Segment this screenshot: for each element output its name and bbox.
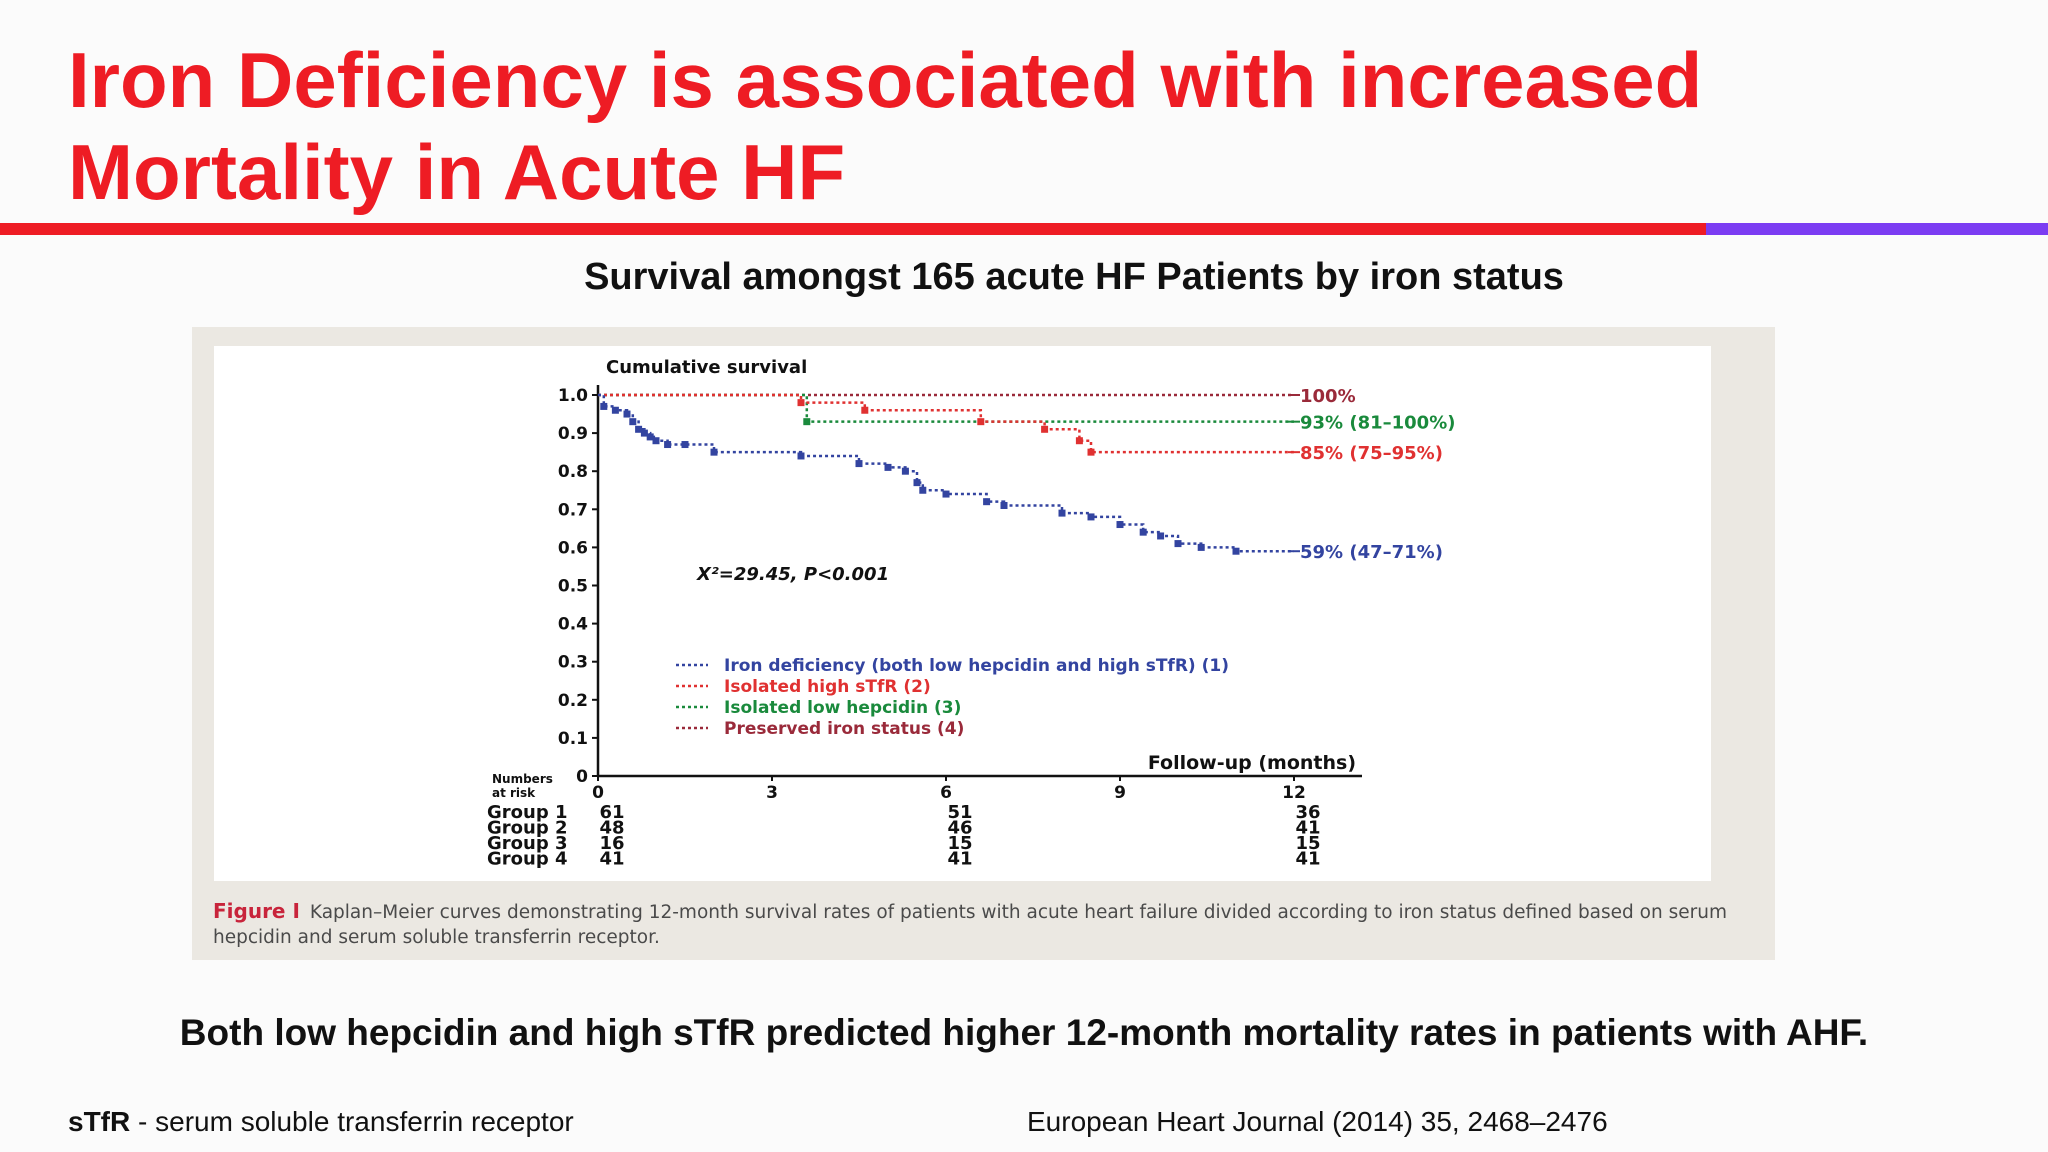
slide-title-line-1: Iron Deficiency is associated with incre… [68,36,1703,124]
series-2-event-mark [861,406,869,414]
legend-label-3: Isolated low hepcidin (3) [724,698,961,718]
series-2-event-mark [1075,437,1083,445]
series-1-event-mark [681,441,689,449]
series-1-event-mark [1116,521,1124,529]
series-1-event-mark [635,425,643,433]
risk-table-header: at risk [492,786,536,800]
series-2-event-mark [977,418,985,426]
chart-subtitle: Survival amongst 165 acute HF Patients b… [584,256,1564,298]
footnote-definition: - serum soluble transferrin receptor [130,1106,574,1137]
y-tick-label: 0.2 [558,691,588,711]
risk-table-value: 41 [1295,818,1320,839]
y-tick-label: 1.0 [558,386,588,406]
legend-label-2: Isolated high sTfR (2) [724,677,931,697]
series-1-event-mark [710,448,718,456]
y-tick-label: 0.5 [558,577,588,597]
series-1-event-mark [652,437,660,445]
series-line-3 [598,393,1294,423]
x-axis-title: Follow-up (months) [1148,752,1356,774]
risk-table-group-label: Group 2 [487,818,568,839]
risk-table-value: 36 [1295,802,1320,823]
risk-table-value: 48 [599,818,624,839]
y-tick-label: 0.8 [558,462,588,482]
series-1-event-mark [623,410,631,418]
series-1-event-mark [983,498,991,506]
title-divider-red [0,223,1706,235]
risk-table-header: Numbers [492,772,553,786]
figure-label: Figure I [213,899,300,923]
figure-caption: Figure I Kaplan–Meier curves demonstratin… [213,899,1758,950]
series-1-event-mark [855,460,863,468]
y-tick-label: 0.3 [558,653,588,673]
series-1-event-mark [919,486,927,494]
risk-table-value: 15 [947,833,972,854]
series-1-event-mark [646,433,654,441]
conclusion-text: Both low hepcidin and high sTfR predicte… [179,1012,1869,1053]
series-1-event-mark [1087,513,1095,521]
series-1-event-mark [600,402,608,410]
y-tick-label: 0.6 [558,538,588,558]
series-1-event-mark [640,429,648,437]
risk-table-value: 46 [947,818,972,839]
risk-table-value: 16 [599,833,624,854]
x-tick-label: 9 [1114,783,1126,803]
y-tick-label: 0.1 [558,729,588,749]
figure-caption-text: Kaplan–Meier curves demonstrating 12-mon… [213,902,1727,948]
series-1-event-mark [1232,547,1240,555]
series-1-event-mark [1197,543,1205,551]
journal-reference: European Heart Journal (2014) 35, 2468–2… [1027,1106,1608,1137]
slide-title-line-2: Mortality in Acute HF [68,128,846,216]
series-2-event-mark [1041,425,1049,433]
series-1-event-mark [1000,501,1008,509]
stats-annotation: X²=29.45, P<0.001 [696,564,889,585]
y-tick-label: 0 [576,767,588,787]
y-tick-label: 0.4 [558,615,588,635]
x-tick-label: 3 [766,783,778,803]
risk-table-group-label: Group 1 [487,802,568,823]
risk-table-group-label: Group 4 [487,849,568,870]
series-2-event-mark [1087,448,1095,456]
series-1-event-mark [913,479,921,487]
series-2-event-mark [797,399,805,407]
risk-table-group-label: Group 3 [487,833,568,854]
risk-table-value: 15 [1295,833,1320,854]
legend-label-4: Preserved iron status (4) [724,719,964,739]
series-1-event-mark [1157,532,1165,540]
series-3-end-label: 93% (81–100%) [1300,413,1455,434]
risk-table-value: 41 [1295,849,1320,870]
risk-table-value: 41 [947,849,972,870]
series-1-event-mark [1174,540,1182,548]
series-line-2 [598,393,1294,454]
y-axis-title: Cumulative survival [606,357,807,378]
series-1-end-label: 59% (47–71%) [1300,542,1443,563]
series-1-event-mark [901,467,909,475]
series-1-event-mark [1139,528,1147,536]
series-1-event-mark [629,418,637,426]
series-1-event-mark [664,441,672,449]
series-1-event-mark [884,463,892,471]
series-1-event-mark [797,452,805,460]
plot-background [214,346,1711,881]
series-4-end-label: 100% [1300,386,1356,407]
slide-title: Iron Deficiency is associated with incre… [68,34,1968,218]
risk-table-value: 41 [599,849,624,870]
series-2-end-label: 85% (75–95%) [1300,443,1443,464]
series-3-event-mark [803,418,811,426]
y-tick-label: 0.9 [558,424,588,444]
series-line-1 [598,393,1294,553]
series-1-event-mark [1058,509,1066,517]
x-tick-label: 12 [1282,783,1306,803]
x-tick-label: 0 [592,783,604,803]
risk-table-value: 61 [599,802,624,823]
risk-table-value: 51 [947,802,972,823]
y-tick-label: 0.7 [558,500,588,520]
legend-label-1: Iron deficiency (both low hepcidin and h… [724,656,1229,676]
series-1-event-mark [611,406,619,414]
title-divider-purple [1706,223,2048,235]
footnote: sTfR - serum soluble transferrin recepto… [68,1106,574,1138]
footnote-abbreviation: sTfR [68,1106,131,1137]
series-1-event-mark [942,490,950,498]
x-tick-label: 6 [940,783,952,803]
